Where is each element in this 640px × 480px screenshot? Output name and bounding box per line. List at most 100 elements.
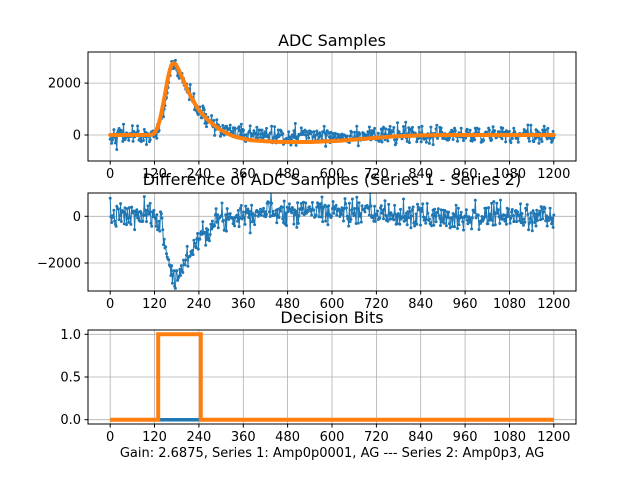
marker-difference-noisy — [196, 247, 200, 251]
marker-series1-adc-noisy — [431, 143, 435, 147]
marker-difference-noisy — [444, 224, 448, 228]
marker-difference-noisy — [421, 202, 425, 206]
marker-difference-noisy — [496, 208, 500, 212]
marker-difference-noisy — [359, 220, 363, 224]
marker-series1-adc-noisy — [473, 138, 477, 142]
marker-difference-noisy — [343, 197, 347, 201]
marker-difference-noisy — [467, 215, 471, 219]
marker-series1-adc-noisy — [258, 128, 262, 132]
marker-difference-noisy — [459, 210, 463, 214]
marker-difference-noisy — [300, 211, 304, 215]
marker-series1-adc-noisy — [319, 134, 323, 138]
marker-difference-noisy — [373, 204, 377, 208]
marker-series1-adc-noisy — [453, 129, 457, 133]
marker-difference-noisy — [490, 218, 494, 222]
marker-series1-adc-noisy — [529, 123, 533, 127]
x-tick-label: 360 — [231, 167, 256, 182]
marker-difference-noisy — [145, 209, 149, 213]
marker-difference-noisy — [382, 207, 386, 211]
marker-difference-noisy — [474, 216, 478, 220]
marker-series1-adc-noisy — [395, 137, 399, 141]
x-tick-label: 120 — [142, 430, 167, 445]
marker-series1-adc-noisy — [493, 129, 497, 133]
marker-series1-adc-noisy — [542, 124, 546, 128]
marker-difference-noisy — [468, 220, 472, 224]
marker-difference-noisy — [424, 218, 428, 221]
marker-series1-adc-noisy — [376, 131, 380, 135]
marker-difference-noisy — [349, 217, 353, 221]
marker-difference-noisy — [477, 228, 481, 231]
marker-series1-adc-noisy — [372, 131, 376, 135]
marker-series1-adc-noisy — [345, 134, 349, 138]
marker-difference-noisy — [114, 224, 118, 228]
marker-series1-adc-noisy — [423, 137, 427, 141]
marker-difference-noisy — [387, 202, 391, 206]
marker-difference-noisy — [529, 211, 533, 215]
marker-series1-adc-noisy — [115, 148, 119, 151]
marker-difference-noisy — [534, 224, 538, 228]
marker-series1-adc-noisy — [516, 137, 519, 141]
marker-difference-noisy — [538, 209, 542, 213]
marker-difference-noisy — [462, 228, 465, 232]
marker-difference-noisy — [403, 214, 407, 218]
marker-series1-adc-noisy — [155, 136, 159, 140]
marker-series1-adc-noisy — [540, 140, 544, 143]
marker-difference-noisy — [237, 225, 241, 229]
marker-difference-noisy — [399, 207, 402, 211]
marker-difference-noisy — [264, 215, 268, 219]
marker-difference-noisy — [146, 204, 150, 208]
marker-difference-noisy — [213, 213, 217, 217]
marker-series1-adc-noisy — [439, 126, 443, 130]
marker-difference-noisy — [413, 220, 417, 224]
marker-series1-adc-noisy — [417, 125, 421, 129]
marker-difference-noisy — [541, 210, 545, 214]
marker-series1-adc-noisy — [255, 125, 259, 129]
marker-series1-adc-noisy — [468, 128, 472, 132]
marker-difference-noisy — [277, 216, 281, 219]
y-tick-label: 2000 — [48, 77, 81, 92]
marker-difference-noisy — [130, 205, 134, 209]
marker-difference-noisy — [210, 227, 214, 231]
marker-difference-noisy — [271, 209, 275, 213]
marker-difference-noisy — [455, 215, 459, 219]
marker-difference-noisy — [416, 202, 419, 206]
marker-series1-adc-noisy — [324, 133, 328, 137]
marker-series1-adc-noisy — [210, 114, 214, 118]
x-tick-label: 1080 — [493, 297, 526, 312]
marker-difference-noisy — [464, 208, 468, 212]
marker-difference-noisy — [306, 210, 310, 214]
marker-difference-noisy — [439, 224, 442, 227]
marker-difference-noisy — [225, 229, 228, 233]
marker-difference-noisy — [206, 228, 210, 232]
marker-difference-noisy — [409, 226, 413, 230]
marker-series1-adc-noisy — [323, 131, 327, 135]
marker-difference-noisy — [192, 238, 196, 242]
marker-difference-noisy — [448, 226, 452, 230]
marker-difference-noisy — [386, 219, 390, 223]
marker-difference-noisy — [437, 214, 441, 218]
marker-difference-noisy — [284, 211, 288, 215]
marker-difference-noisy — [376, 209, 379, 213]
marker-difference-noisy — [516, 210, 519, 214]
marker-difference-noisy — [385, 214, 389, 218]
marker-series1-adc-noisy — [384, 127, 388, 131]
marker-difference-noisy — [490, 201, 494, 205]
marker-difference-noisy — [442, 221, 446, 225]
marker-difference-noisy — [436, 210, 439, 214]
marker-series1-adc-noisy — [292, 129, 296, 133]
marker-series1-adc-noisy — [279, 129, 283, 133]
marker-difference-noisy — [150, 224, 154, 228]
marker-difference-noisy — [527, 228, 531, 232]
marker-series1-adc-noisy — [136, 124, 140, 128]
marker-difference-noisy — [165, 252, 168, 256]
marker-difference-noisy — [319, 215, 323, 219]
marker-series1-adc-noisy — [132, 130, 136, 133]
marker-difference-noisy — [533, 212, 537, 216]
marker-difference-noisy — [162, 243, 165, 247]
marker-difference-noisy — [429, 221, 433, 225]
marker-difference-noisy — [250, 203, 254, 207]
marker-difference-noisy — [454, 203, 458, 207]
marker-series1-adc-noisy — [239, 122, 243, 126]
marker-difference-noisy — [115, 204, 119, 208]
marker-series1-adc-noisy — [356, 134, 360, 138]
